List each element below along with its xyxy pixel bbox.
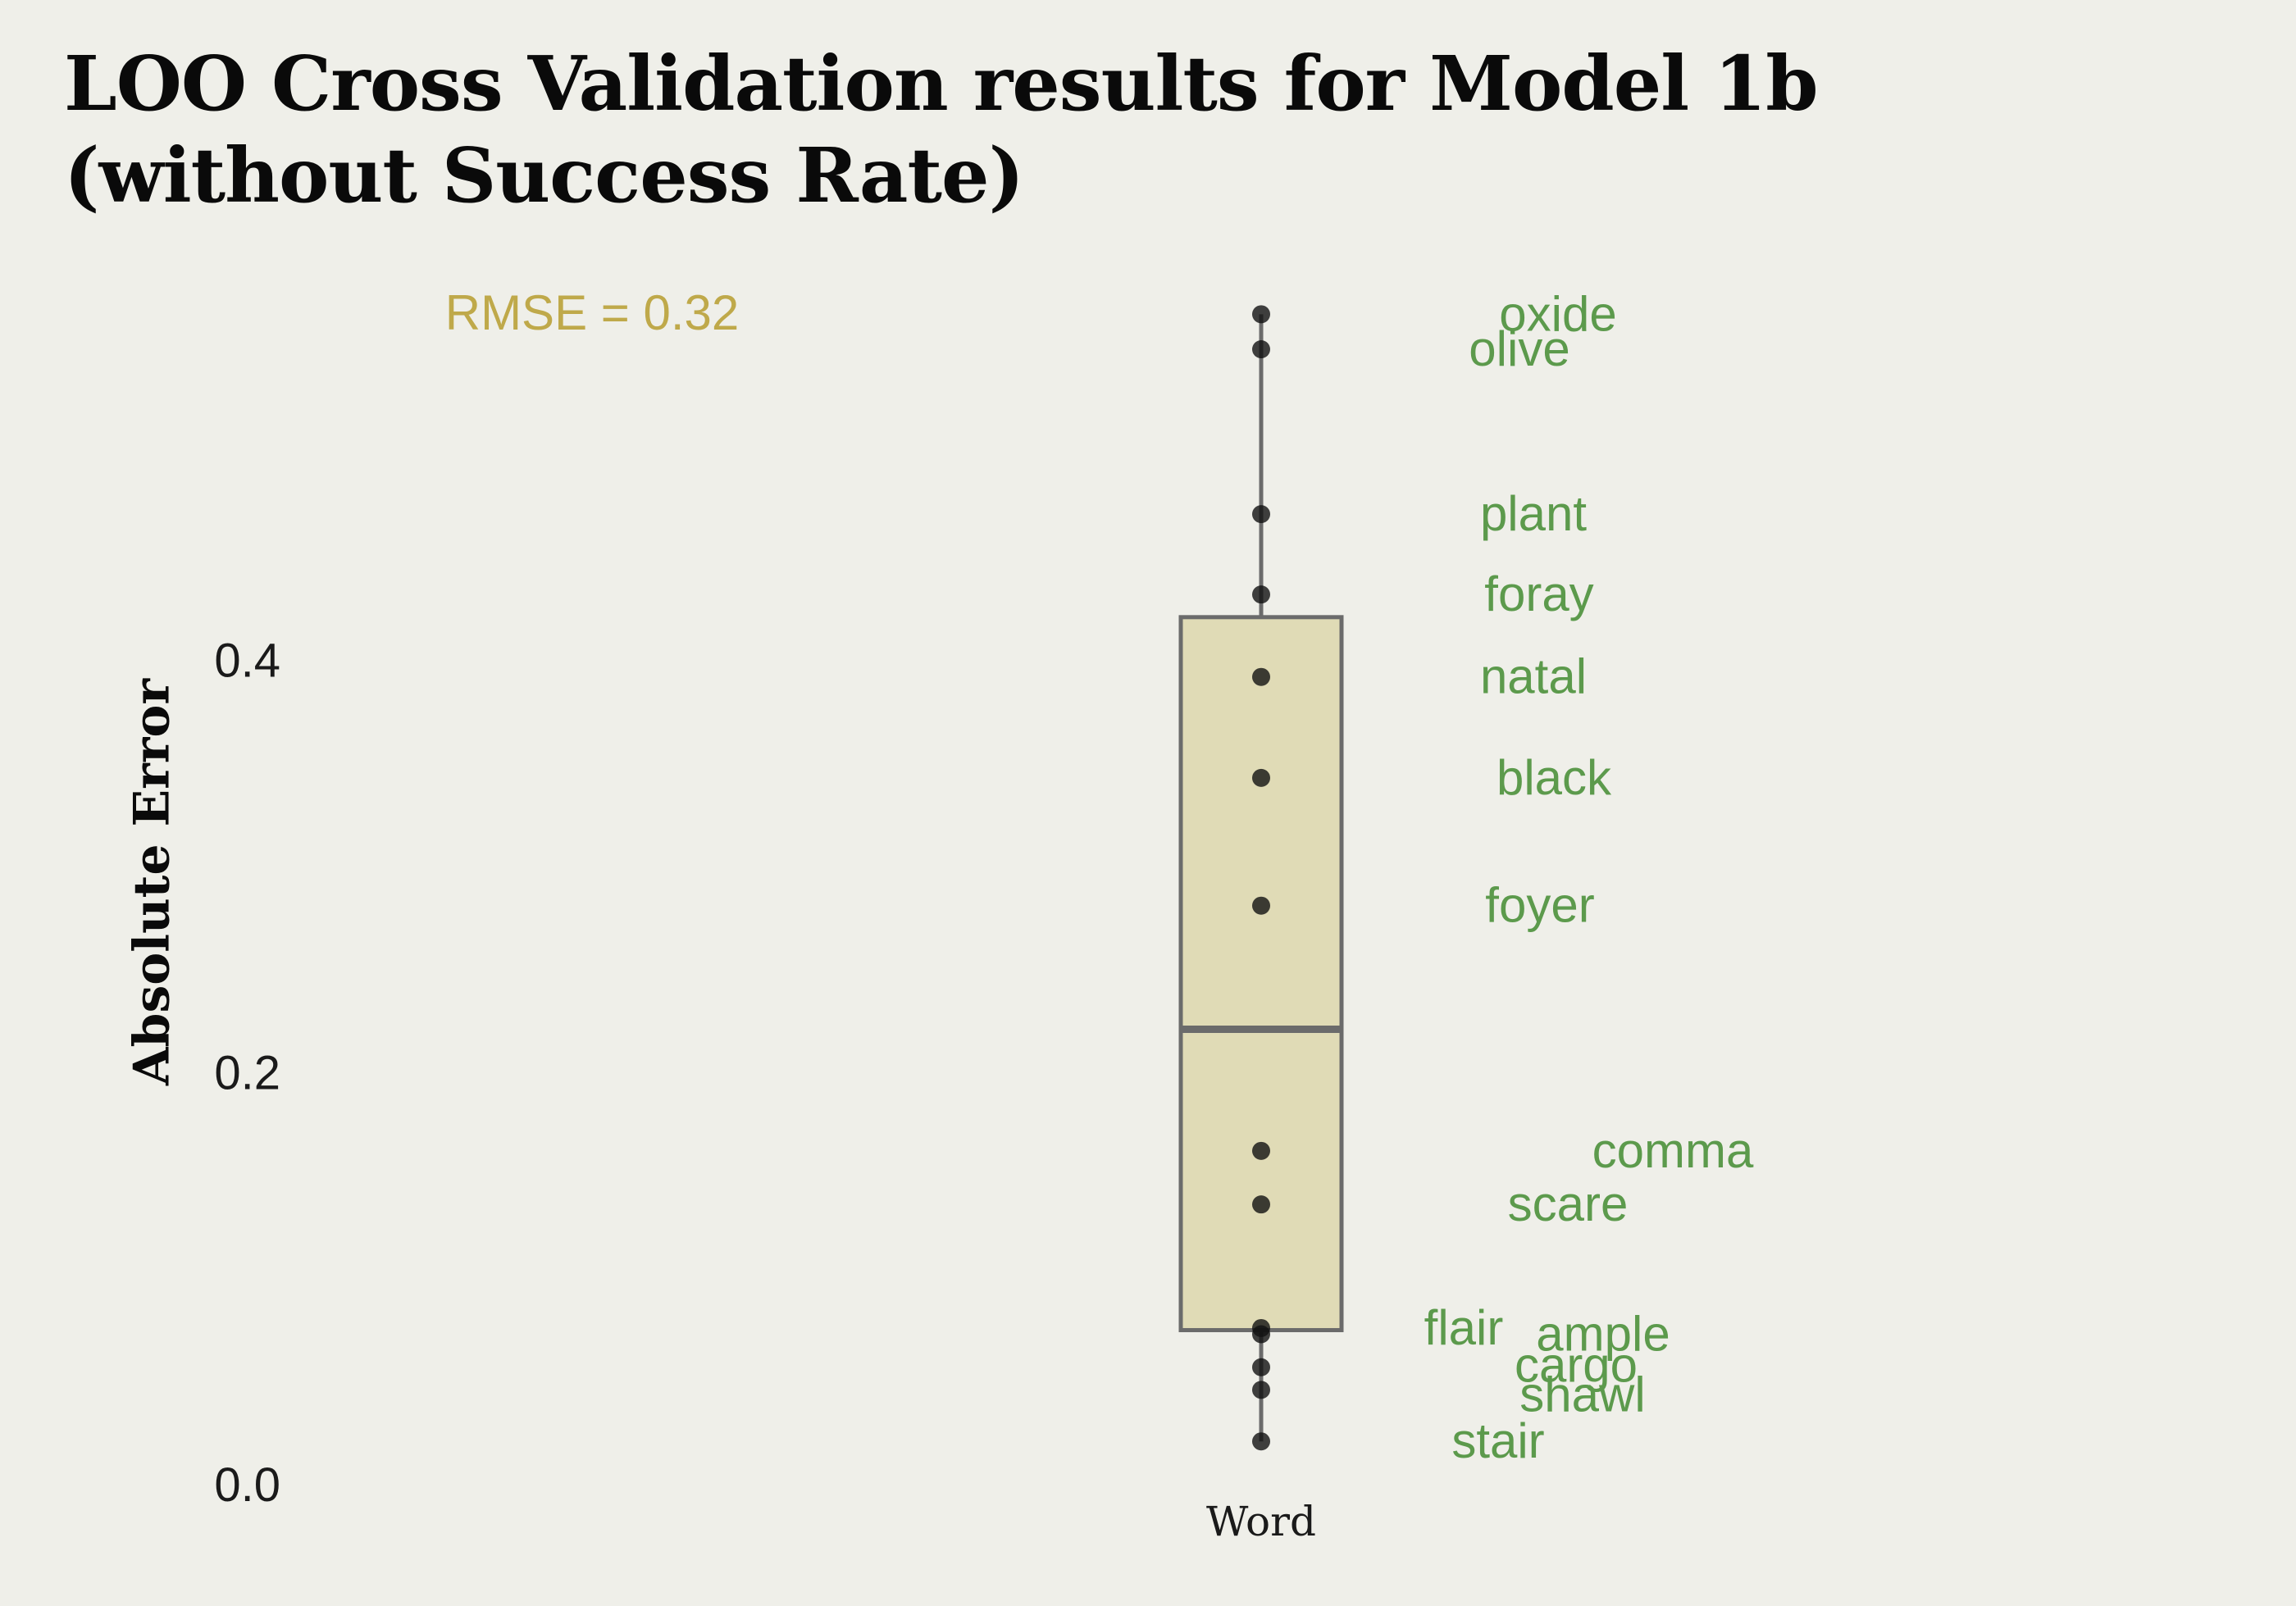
- y-ticks: 0.0 0.2 0.4: [214, 635, 280, 1512]
- data-point-plant: [1252, 505, 1270, 524]
- y-axis-title: Absolute Error: [124, 678, 181, 1086]
- data-point-foyer: [1252, 896, 1270, 915]
- box-iqr: [1178, 615, 1344, 1332]
- point-label-foray: foray: [1484, 566, 1593, 621]
- data-point-cargo: [1252, 1358, 1270, 1376]
- data-points: [1252, 305, 1270, 1451]
- chart-title-line-1: LOO Cross Validation results for Model 1…: [64, 39, 1819, 128]
- point-label-black: black: [1496, 750, 1612, 805]
- y-axis: Absolute Error 0.0 0.2 0.4: [124, 635, 281, 1512]
- point-label-plant: plant: [1480, 486, 1587, 541]
- data-point-shawl: [1252, 1381, 1270, 1399]
- data-point-natal: [1252, 667, 1270, 686]
- point-label-stair: stair: [1451, 1413, 1544, 1468]
- data-point-foray: [1252, 585, 1270, 604]
- point-label-shawl: shawl: [1519, 1367, 1645, 1422]
- point-label-scare: scare: [1508, 1176, 1629, 1231]
- point-label-olive: olive: [1469, 321, 1569, 376]
- y-tick-label: 0.0: [214, 1458, 280, 1512]
- point-label-comma: comma: [1592, 1123, 1754, 1178]
- point-label-oxide: oxide: [1499, 286, 1616, 341]
- data-point-black: [1252, 768, 1270, 787]
- point-label-flair: flair: [1424, 1300, 1504, 1355]
- data-point-olive: [1252, 340, 1270, 359]
- data-point-ample: [1252, 1325, 1270, 1344]
- x-category-label: Word: [1206, 1498, 1316, 1545]
- y-tick-label: 0.4: [214, 635, 280, 688]
- data-point-scare: [1252, 1195, 1270, 1214]
- data-point-comma: [1252, 1141, 1270, 1160]
- data-point-stair: [1252, 1432, 1270, 1451]
- rmse-annotation: RMSE = 0.32: [445, 285, 740, 340]
- point-label-ample: ample: [1536, 1307, 1670, 1362]
- data-point-oxide: [1252, 305, 1270, 324]
- boxplot: [1178, 314, 1344, 1442]
- point-label-cargo: cargo: [1515, 1338, 1638, 1393]
- point-label-foyer: foyer: [1485, 878, 1594, 933]
- y-tick-label: 0.2: [214, 1046, 280, 1099]
- chart-title-line-2: (without Success Rate): [64, 131, 1024, 220]
- point-label-natal: natal: [1480, 649, 1587, 704]
